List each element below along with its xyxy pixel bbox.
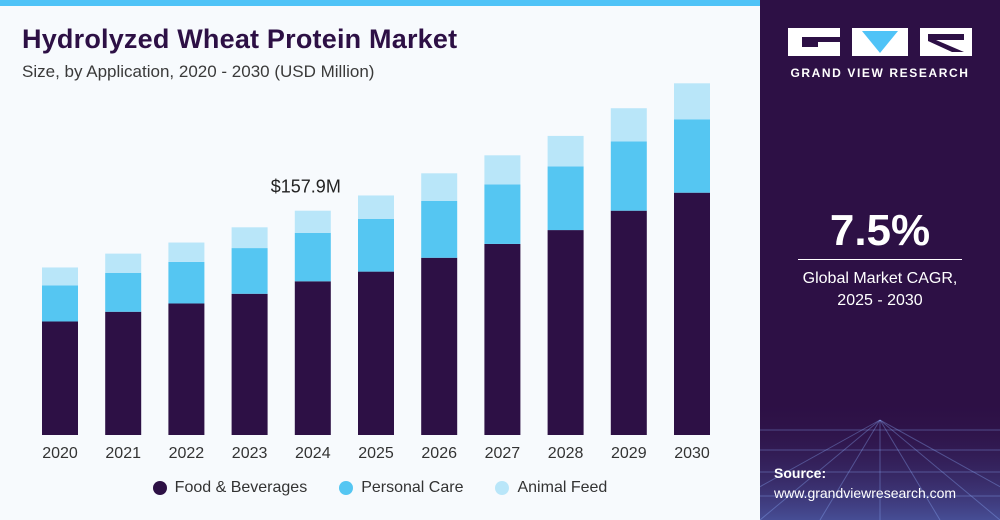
x-tick-label-2026: 2026 [421, 445, 457, 462]
bar-food-beverages-2020 [42, 321, 78, 435]
grid-decoration [760, 400, 1000, 520]
bar-animal-feed-2028 [547, 135, 584, 167]
chart-subtitle: Size, by Application, 2020 - 2030 (USD M… [22, 62, 375, 81]
source-title: Source: [774, 465, 827, 481]
bar-animal-feed-2027 [484, 155, 521, 185]
bar-food-beverages-2022 [168, 303, 205, 435]
legend-label-food: Food & Beverages [174, 479, 308, 496]
bar-animal-feed-2021 [105, 253, 142, 273]
x-tick-label-2025: 2025 [358, 445, 394, 462]
legend-swatch-food [152, 481, 167, 495]
bar-animal-feed-2026 [421, 173, 458, 201]
bar-animal-feed-2024 [294, 210, 331, 233]
bar-food-beverages-2021 [105, 311, 142, 435]
stacked-bar-chart: 2020 2021 2022 2023 2024 2025 2026 2027 2028 2029… [42, 83, 710, 462]
legend-item-personal-care: Personal Care [339, 479, 463, 497]
cagr-label-line1: Global Market CAGR, [802, 270, 958, 287]
x-tick-label-2022: 2022 [169, 445, 205, 462]
bar-food-beverages-2024 [294, 281, 331, 435]
brand-name: GRAND VIEW RESEARCH [790, 66, 970, 80]
x-tick-label-2029: 2029 [611, 445, 647, 462]
bar-food-beverages-2030 [674, 192, 710, 435]
x-tick-label-2021: 2021 [105, 445, 141, 462]
cagr-label-line2: 2025 - 2030 [837, 292, 923, 309]
bar-animal-feed-2023 [231, 227, 268, 249]
legend-swatch-animal-feed [495, 481, 510, 495]
x-tick-label-2024: 2024 [295, 445, 331, 462]
bar-personal-care-2029 [610, 141, 647, 211]
bar-animal-feed-2020 [42, 267, 78, 286]
legend-label-animal-feed: Animal Feed [517, 479, 608, 496]
cagr-value: 7.5% [829, 206, 931, 255]
bar-personal-care-2028 [547, 166, 584, 231]
bar-food-beverages-2027 [484, 243, 521, 435]
bar-personal-care-2024 [294, 232, 331, 282]
bar-animal-feed-2022 [168, 242, 205, 262]
cagr-label: Global Market CAGR, 2025 - 2030 [760, 268, 1000, 312]
bar-animal-feed-2025 [358, 195, 394, 219]
sidebar-panel: GRAND VIEW RESEARCH 7.5% Global Market C… [760, 0, 1000, 520]
legend-swatch-personal-care [339, 481, 354, 495]
bar-personal-care-2026 [421, 201, 458, 258]
chart-title: Hydrolyzed Wheat Protein Market [22, 24, 458, 54]
bar-personal-care-2020 [42, 285, 78, 322]
data-label-2024: $157.9M [271, 177, 341, 197]
bar-food-beverages-2023 [231, 293, 268, 435]
x-tick-label-2028: 2028 [548, 445, 584, 462]
legend-item-food: Food & Beverages [152, 479, 308, 497]
bar-animal-feed-2029 [610, 108, 647, 142]
accent-bar [0, 0, 760, 6]
bar-personal-care-2021 [105, 273, 142, 312]
cagr-divider [798, 259, 962, 260]
legend-label-personal-care: Personal Care [361, 479, 464, 496]
grand-view-research-logo [788, 28, 972, 56]
legend-item-animal-feed: Animal Feed [495, 479, 607, 497]
bar-animal-feed-2030 [674, 83, 710, 120]
bar-personal-care-2023 [231, 248, 268, 294]
bar-food-beverages-2026 [421, 257, 458, 435]
x-tick-label-2027: 2027 [485, 445, 521, 462]
source-link[interactable]: www.grandviewresearch.com [774, 485, 957, 501]
x-tick-label-2030: 2030 [674, 445, 710, 462]
bar-personal-care-2025 [358, 219, 394, 272]
bar-personal-care-2027 [484, 184, 521, 244]
bar-personal-care-2030 [674, 119, 710, 193]
chart-legend: Food & Beverages Personal Care Animal Fe… [0, 479, 760, 497]
bar-personal-care-2022 [168, 261, 205, 304]
x-tick-label-2023: 2023 [232, 445, 268, 462]
bar-food-beverages-2028 [547, 230, 584, 435]
bar-food-beverages-2025 [358, 271, 394, 435]
bar-food-beverages-2029 [610, 210, 647, 435]
x-tick-label-2020: 2020 [42, 445, 78, 462]
